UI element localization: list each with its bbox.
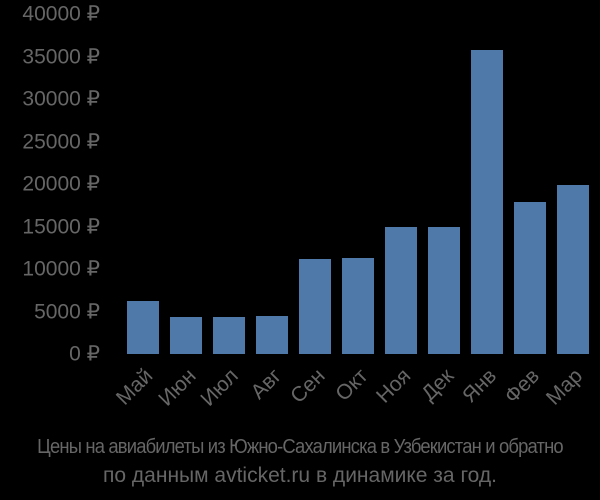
x-tick-label: Июл [196, 364, 244, 411]
y-tick-label: 25000 ₽ [22, 130, 100, 153]
bar-1 [127, 301, 159, 354]
x-tick-label: Фев [500, 364, 545, 409]
x-tick-label: Авг [246, 364, 287, 404]
bar-10 [514, 201, 546, 354]
y-tick-label: 20000 ₽ [22, 172, 100, 196]
bar-6 [342, 257, 374, 354]
x-tick-label: Мар [541, 364, 588, 410]
x-tick-label: Июн [153, 364, 201, 411]
x-tick-label: Сен [285, 364, 330, 408]
x-tick-label: Май [111, 364, 158, 410]
bar-3 [213, 317, 245, 354]
bar-7 [385, 227, 417, 354]
y-tick-label: 5000 ₽ [34, 300, 100, 323]
bar-8 [428, 227, 460, 354]
y-tick-label: 30000 ₽ [22, 87, 100, 111]
y-tick-label: 0 ₽ [69, 342, 100, 366]
chart-caption-line-2: по данным avticket.ru в динамике за год. [103, 464, 497, 487]
bar-11 [557, 184, 589, 354]
bar-9 [471, 49, 503, 354]
x-tick-label: Дек [417, 364, 459, 406]
y-tick-label: 15000 ₽ [22, 215, 100, 238]
y-tick-label: 40000 ₽ [22, 2, 100, 26]
bar-4 [256, 315, 288, 354]
chart-caption-line-1: Цены на авиабилеты из Южно-Сахалинска в … [37, 436, 563, 458]
x-tick-label: Ноя [371, 364, 416, 408]
bar-5 [299, 258, 331, 354]
x-tick-label: Янв [458, 364, 502, 408]
bar-2 [170, 317, 202, 354]
x-tick-label: Окт [330, 364, 373, 406]
y-tick-label: 35000 ₽ [22, 45, 100, 68]
y-tick-label: 10000 ₽ [22, 257, 100, 281]
